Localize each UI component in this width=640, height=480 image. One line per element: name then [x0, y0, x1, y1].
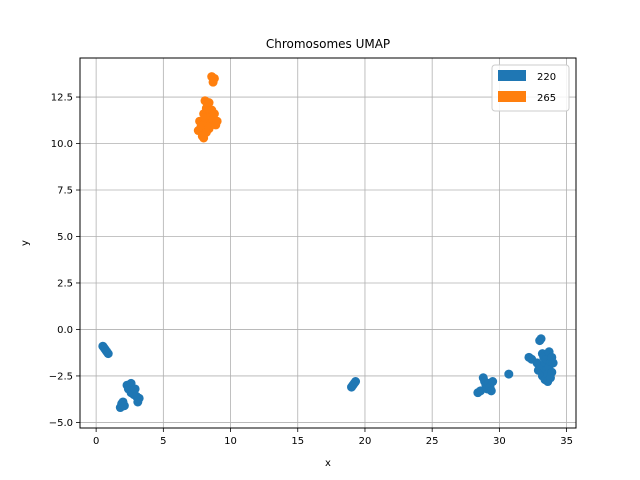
y-tick-label: 0.0: [57, 325, 73, 336]
point-series-220: [103, 349, 113, 359]
y-tick-label: 7.5: [57, 186, 73, 197]
point-series-220: [351, 377, 361, 387]
point-series-265: [209, 109, 219, 119]
point-series-220: [486, 386, 496, 396]
point-series-220: [548, 358, 558, 368]
point-series-265: [209, 73, 219, 83]
x-axis-label: x: [325, 458, 331, 469]
x-tick-label: 20: [359, 436, 372, 447]
data-points: [98, 72, 558, 413]
legend-label-265: 265: [537, 93, 556, 104]
point-series-220: [134, 393, 144, 403]
y-tick-label: 12.5: [51, 93, 73, 104]
point-series-220: [536, 334, 546, 344]
plot-frame: [79, 57, 577, 429]
legend-label-220: 220: [537, 72, 556, 83]
y-tick-label: 5.0: [57, 232, 73, 243]
x-tick-label: 25: [426, 436, 439, 447]
grid-lines: [80, 58, 576, 428]
point-series-220: [119, 401, 129, 411]
legend-swatch-220: [498, 70, 526, 81]
chart-title: Chromosomes UMAP: [266, 37, 390, 51]
point-series-265: [204, 98, 214, 108]
x-tick-label: 10: [224, 436, 237, 447]
axis-ticks: 0 5 10 15 20 25 30 35 −5.0 −2.5 0.0 2.5 5.0 7.5 10.0 12…: [49, 93, 573, 447]
y-tick-label: 2.5: [57, 278, 73, 289]
point-series-220: [532, 358, 542, 368]
y-tick-label: −2.5: [49, 371, 73, 382]
y-tick-label: −5.0: [49, 418, 73, 429]
y-axis-label: y: [20, 240, 31, 246]
point-series-220: [488, 377, 498, 387]
point-series-220: [504, 369, 514, 379]
x-tick-label: 35: [560, 436, 573, 447]
point-series-220: [130, 384, 140, 394]
y-tick-label: 10.0: [51, 139, 73, 150]
x-tick-label: 5: [160, 436, 166, 447]
legend-swatch-265: [498, 91, 526, 102]
x-tick-label: 30: [493, 436, 506, 447]
x-tick-label: 0: [93, 436, 99, 447]
x-tick-label: 15: [291, 436, 304, 447]
legend: 220 265: [491, 64, 570, 112]
point-series-220: [547, 367, 557, 377]
point-series-265: [212, 116, 222, 126]
